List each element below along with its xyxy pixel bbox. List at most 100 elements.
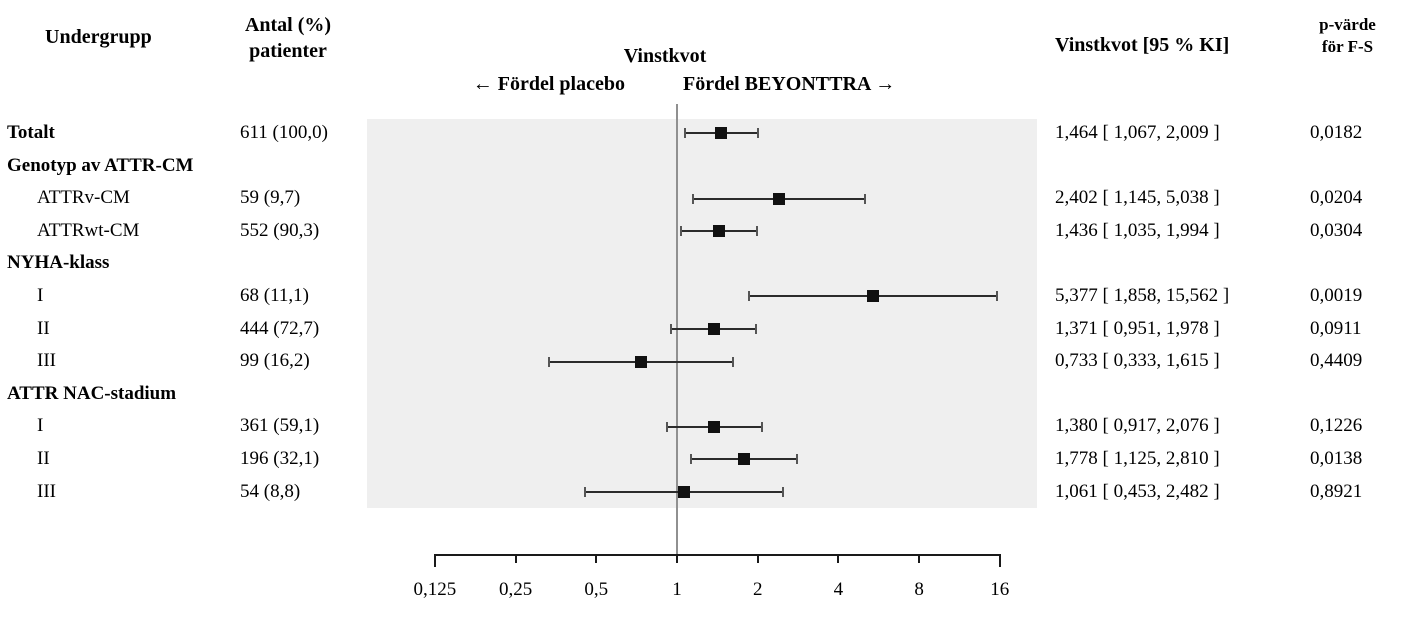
subgroup-label: I xyxy=(37,415,44,437)
reference-line xyxy=(676,104,678,556)
column-header-patients: Antal (%) patienter xyxy=(230,12,346,64)
patient-count: 99 (16,2) xyxy=(240,350,310,372)
column-header-patients-line2: patienter xyxy=(249,40,327,62)
subgroup-label: ATTRv-CM xyxy=(37,187,130,209)
axis-tick-label: 4 xyxy=(833,579,844,600)
ci-cap-right xyxy=(796,454,799,465)
table-row: ATTRwt-CM 552 (90,3) 1,436 [ 1,035, 1,994 … xyxy=(0,215,1401,248)
column-header-p-line2: för F-S xyxy=(1321,37,1374,56)
axis-tick xyxy=(595,554,598,563)
ci-cap-left xyxy=(689,454,692,465)
subgroup-label: II xyxy=(37,317,50,339)
column-header-p-value: p-värde för F-S xyxy=(1295,14,1400,58)
table-row: I 68 (11,1) 5,377 [ 1,858, 15,562 ] 0,0019 xyxy=(0,280,1401,313)
axis-tick xyxy=(756,554,759,563)
ci-cap-right xyxy=(995,291,998,302)
patient-count: 611 (100,0) xyxy=(240,122,328,143)
patient-count: 59 (9,7) xyxy=(240,187,301,209)
table-row: II 196 (32,1) 1,778 [ 1,125, 2,810 ] 0,0138 xyxy=(0,443,1401,476)
axis-line xyxy=(435,554,1000,556)
point-estimate-marker xyxy=(634,355,647,368)
axis-tick xyxy=(998,554,1001,567)
ci-cap-right xyxy=(761,421,764,432)
p-value: 0,1226 xyxy=(1310,415,1363,437)
favors-beyonttra-label: Fördel BEYONTTRA → xyxy=(683,73,896,95)
ci-cap-right xyxy=(756,226,759,237)
estimate-ci-text: 0,733 [ 0,333, 1,615 ] xyxy=(1055,350,1220,372)
point-estimate-marker xyxy=(738,453,750,466)
point-estimate-marker xyxy=(773,192,786,205)
ci-cap-left xyxy=(748,291,751,302)
table-row: III 54 (8,8) 1,061 [ 0,453, 2,482 ] 0,8921 xyxy=(0,476,1401,509)
axis-tick-label: 0,5 xyxy=(584,579,609,600)
axis-tick xyxy=(514,554,517,563)
axis-tick-label: 2 xyxy=(752,579,763,600)
p-value: 0,0019 xyxy=(1310,285,1363,306)
patient-count: 196 (32,1) xyxy=(240,448,320,469)
estimate-ci-text: 1,061 [ 0,453, 2,482 ] xyxy=(1055,480,1220,502)
ci-cap-left xyxy=(683,128,686,139)
axis-tick xyxy=(433,554,436,567)
table-row: ATTR NAC-stadium xyxy=(0,378,1401,411)
ci-cap-left xyxy=(547,356,550,367)
subgroup-label: NYHA-klass xyxy=(7,252,110,274)
point-estimate-marker xyxy=(677,485,690,498)
ci-cap-right xyxy=(781,486,784,497)
estimate-ci-text: 2,402 [ 1,145, 5,038 ] xyxy=(1055,187,1220,209)
column-header-patients-line1: Antal (%) xyxy=(244,14,332,36)
table-row: I 361 (59,1) 1,380 [ 0,917, 2,076 ] 0,1226 xyxy=(0,410,1401,443)
patient-count: 361 (59,1) xyxy=(240,415,320,437)
ci-cap-left xyxy=(691,193,694,204)
column-header-estimate-ci: Vinstkvot [95 % KI] xyxy=(1055,34,1230,56)
estimate-ci-text: 1,436 [ 1,035, 1,994 ] xyxy=(1055,219,1220,241)
patient-count: 552 (90,3) xyxy=(240,219,320,241)
ci-cap-left xyxy=(680,226,682,237)
ci-cap-right xyxy=(755,323,758,334)
ci-cap-right xyxy=(864,193,867,204)
ci-cap-right xyxy=(731,356,734,367)
point-estimate-marker xyxy=(713,225,726,238)
table-row: Totalt 611 (100,0) 1,464 [ 1,067, 2,009 ] 0… xyxy=(0,117,1401,150)
p-value: 0,8921 xyxy=(1310,480,1363,502)
subgroup-label: Genotyp av ATTR-CM xyxy=(7,154,194,176)
point-estimate-marker xyxy=(707,322,720,335)
estimate-ci-text: 5,377 [ 1,858, 15,562 ] xyxy=(1055,285,1230,306)
favors-placebo-label: ← Fördel placebo xyxy=(472,73,625,95)
plot-title: Vinstkvot xyxy=(623,45,707,67)
subgroup-label: II xyxy=(37,448,50,469)
table-row: III 99 (16,2) 0,733 [ 0,333, 1,615 ] 0,4409 xyxy=(0,345,1401,378)
ci-cap-left xyxy=(583,486,586,497)
estimate-ci-text: 1,371 [ 0,951, 1,978 ] xyxy=(1055,317,1220,339)
table-row: II 444 (72,7) 1,371 [ 0,951, 1,978 ] 0,0911 xyxy=(0,313,1401,346)
ci-cap-left xyxy=(670,323,673,334)
p-value: 0,0138 xyxy=(1310,448,1363,469)
patient-count: 68 (11,1) xyxy=(240,285,309,306)
column-header-p-line1: p-värde xyxy=(1319,15,1376,34)
table-row: NYHA-klass xyxy=(0,247,1401,280)
axis-tick-label: 8 xyxy=(914,579,924,600)
axis-tick-label: 0,125 xyxy=(413,579,457,600)
p-value: 0,0911 xyxy=(1310,317,1362,339)
estimate-ci-text: 1,380 [ 0,917, 2,076 ] xyxy=(1055,415,1220,437)
ci-cap-left xyxy=(665,421,668,432)
p-value: 0,0304 xyxy=(1310,219,1363,241)
subgroup-label: Totalt xyxy=(7,122,55,143)
axis-tick-label: 0,25 xyxy=(498,579,533,600)
point-estimate-marker xyxy=(866,290,879,303)
table-row: ATTRv-CM 59 (9,7) 2,402 [ 1,145, 5,038 ] 0,… xyxy=(0,182,1401,215)
subgroup-label: III xyxy=(37,350,56,372)
axis-tick xyxy=(676,554,678,563)
axis-tick xyxy=(918,554,921,563)
subgroup-label: I xyxy=(37,285,44,306)
axis-tick xyxy=(837,554,840,563)
point-estimate-marker xyxy=(715,127,728,140)
ci-cap-right xyxy=(757,128,760,139)
p-value: 0,0182 xyxy=(1310,122,1363,143)
subgroup-label: ATTRwt-CM xyxy=(37,219,140,241)
p-value: 0,4409 xyxy=(1310,350,1363,372)
subgroup-label: ATTR NAC-stadium xyxy=(7,382,177,404)
patient-count: 54 (8,8) xyxy=(240,480,301,502)
table-row: Genotyp av ATTR-CM xyxy=(0,150,1401,183)
subgroup-label: III xyxy=(37,480,56,502)
